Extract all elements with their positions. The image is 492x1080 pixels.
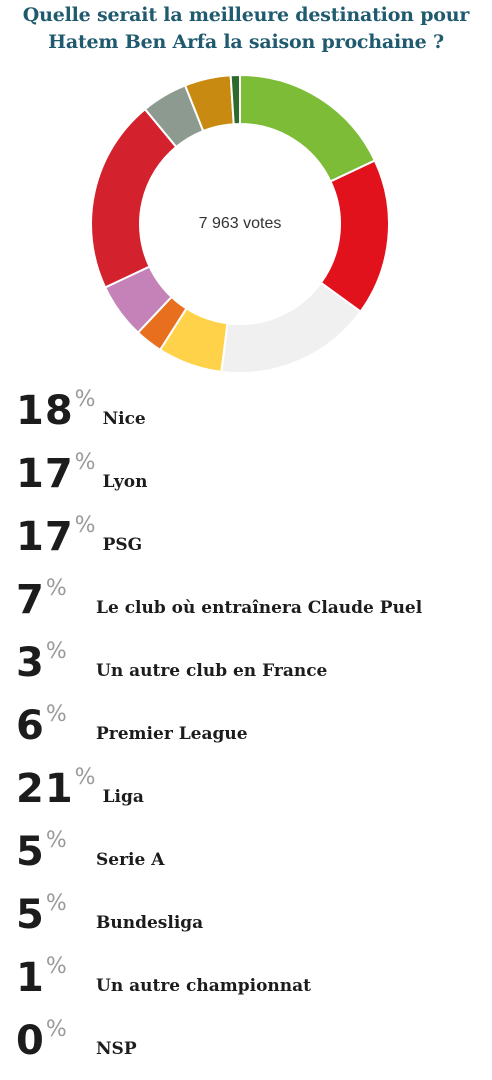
poll-title-line-1: Quelle serait la meilleure destination p… — [22, 4, 470, 26]
option-label: Un autre championnat — [96, 976, 312, 996]
poll-title: Quelle serait la meilleure destination p… — [0, 2, 492, 56]
percent-value: 17 — [16, 451, 74, 497]
percent-value: 1 — [16, 955, 45, 1001]
donut-slice-1 — [239, 74, 377, 183]
legend-row: 7% Le club où entraînera Claude Puel — [0, 577, 492, 639]
percent-value: 3 — [16, 640, 45, 686]
legend-row: 1% Un autre championnat — [0, 955, 492, 1017]
option-label: Bundesliga — [96, 913, 204, 933]
percent-sign: % — [45, 639, 67, 664]
option-label: PSG — [102, 535, 143, 555]
percent-value: 0 — [16, 1018, 45, 1064]
total-votes-label: 7 963 votes — [199, 215, 282, 232]
percent-value: 6 — [16, 703, 45, 749]
percent-sign: % — [45, 891, 67, 916]
option-label: Le club où entraînera Claude Puel — [96, 598, 423, 618]
percent-value: 5 — [16, 892, 45, 938]
percent-value: 5 — [16, 829, 45, 875]
percent-sign: % — [45, 954, 67, 979]
legend-row: 17% Lyon — [0, 451, 492, 513]
percent-sign: % — [45, 1017, 67, 1042]
option-label: Un autre club en France — [96, 661, 328, 681]
donut-slice-3 — [220, 281, 362, 374]
donut-chart: 7 963 votes — [90, 74, 390, 374]
percent-value: 21 — [16, 766, 74, 812]
legend-row: 5% Serie A — [0, 829, 492, 891]
percent-value: 18 — [16, 388, 74, 434]
donut-slice-2 — [319, 159, 390, 313]
legend-row: 17% PSG — [0, 514, 492, 576]
option-label: Premier League — [96, 724, 248, 744]
option-label: Serie A — [96, 850, 165, 870]
percent-sign: % — [74, 765, 96, 790]
percent-sign: % — [74, 450, 96, 475]
poll-title-line-2: Hatem Ben Arfa la saison prochaine ? — [48, 31, 444, 53]
legend-row: 18% Nice — [0, 388, 492, 450]
percent-value: 7 — [16, 577, 45, 623]
option-label: NSP — [96, 1039, 137, 1059]
legend-row: 21% Liga — [0, 766, 492, 828]
percent-sign: % — [45, 702, 67, 727]
percent-sign: % — [45, 828, 67, 853]
legend-row: 5% Bundesliga — [0, 892, 492, 954]
donut-slice-10 — [229, 74, 241, 126]
option-label: Nice — [102, 409, 146, 429]
legend-row: 6% Premier League — [0, 703, 492, 765]
percent-sign: % — [74, 513, 96, 538]
legend-row: 0% NSP — [0, 1018, 492, 1080]
percent-sign: % — [45, 576, 67, 601]
option-label: Lyon — [102, 472, 148, 492]
legend-row: 3% Un autre club en France — [0, 640, 492, 702]
option-label: Liga — [102, 787, 144, 807]
donut-slice-7 — [90, 107, 178, 289]
percent-sign: % — [74, 387, 96, 412]
percent-value: 17 — [16, 514, 74, 560]
